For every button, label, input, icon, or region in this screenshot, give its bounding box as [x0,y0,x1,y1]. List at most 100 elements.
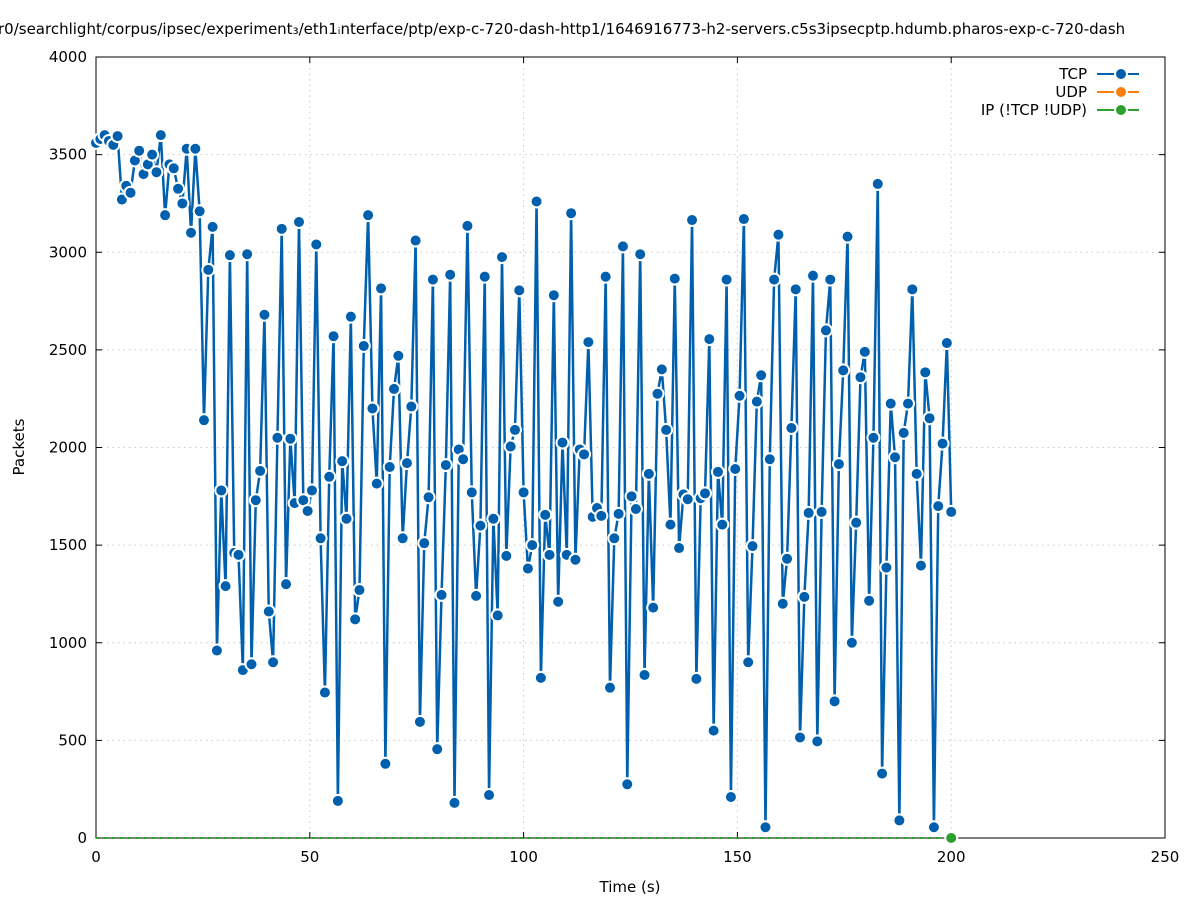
tcp-data-point [279,577,294,592]
tcp-data-point [581,335,596,350]
tcp-data-point [417,536,432,551]
tcp-data-point [611,506,626,521]
tcp-data-point [749,394,764,409]
tcp-data-point [551,594,566,609]
y-tick-label: 3500 [49,146,87,164]
tcp-data-point [348,612,363,627]
tcp-data-point [710,464,725,479]
tcp-data-point [736,212,751,227]
tcp-data-point [175,196,190,211]
tcp-data-point [896,425,911,440]
tcp-data-point [477,269,492,284]
x-tick-label: 250 [1151,848,1180,866]
tcp-data-point [680,492,695,507]
tcp-data-point [395,531,410,546]
tcp-data-point [391,348,406,363]
tcp-data-point [283,431,298,446]
tcp-data-point [862,593,877,608]
tcp-data-point [201,262,216,277]
tcp-data-point [762,452,777,467]
tcp-data-point [425,272,440,287]
tcp-data-point [538,507,553,522]
ip-data-point [944,831,959,845]
legend-label: UDP [1055,83,1087,101]
tcp-data-point [732,388,747,403]
tcp-data-point [473,518,488,533]
tcp-data-point [723,789,738,804]
tcp-data-point [866,430,881,445]
tcp-data-point [888,450,903,465]
tcp-data-point [205,219,220,234]
legend-label: IP (!TCP !UDP) [981,101,1087,119]
tcp-data-point [503,439,518,454]
tcp-data-point [641,466,656,481]
tcp-data-point [728,461,743,476]
tcp-data-point [438,458,453,473]
tcp-data-point [628,502,643,517]
tcp-data-point [443,267,458,282]
tcp-data-point [512,283,527,298]
tcp-data-point [577,447,592,462]
tcp-data-point [132,143,147,158]
y-tick-label: 3000 [49,243,87,261]
tcp-data-point [339,511,354,526]
tcp-data-point [879,560,894,575]
tcp-data-point [378,756,393,771]
tcp-data-point [918,365,933,380]
tcp-data-point [222,248,237,263]
tcp-data-point [797,589,812,604]
tcp-data-point [814,504,829,519]
tcp-data-point [758,820,773,835]
tcp-data-point [171,181,186,196]
tcp-data-point [594,508,609,523]
tcp-data-point [158,208,173,223]
tcp-data-point [274,221,289,236]
tcp-data-point [637,667,652,682]
tcp-data-point [801,505,816,520]
tcp-data-point [343,309,358,324]
x-tick-label: 200 [937,848,966,866]
tcp-data-point [214,483,229,498]
tcp-data-point [292,214,307,229]
tcp-data-point [266,655,281,670]
tcp-data-point [853,370,868,385]
tcp-data-point [110,129,125,144]
tcp-data-point [516,485,531,500]
tcp-data-point [706,723,721,738]
tcp-data-point [646,600,661,615]
tcp-data-point [218,579,233,594]
tcp-data-point [857,344,872,359]
tcp-data-point [196,413,211,428]
tcp-data-point [870,176,885,191]
tcp-data-point [805,268,820,283]
tcp-data-point [374,281,389,296]
tcp-data-point [836,363,851,378]
tcp-data-point [469,588,484,603]
tcp-data-point [780,551,795,566]
tcp-data-point [361,208,376,223]
tcp-data-point [240,247,255,262]
tcp-data-point [939,336,954,351]
grid [96,57,1165,838]
chart-title: r0/searchlight/corpus/ipsec/experiment₃/… [0,20,1125,38]
tcp-data-point [715,517,730,532]
tcp-data-point [153,128,168,143]
x-axis-label: Time (s) [599,878,661,896]
tcp-data-point [935,436,950,451]
tcp-data-point [412,714,427,729]
tcp-data-point [901,396,916,411]
tcp-data-point [607,531,622,546]
tcp-data-point [831,457,846,472]
tcp-data-point [434,587,449,602]
tcp-data-point [827,694,842,709]
tcp-data-point [944,504,959,519]
tcp-data-point [495,250,510,265]
tcp-data-point [883,396,898,411]
tcp-data-point [145,147,160,162]
tcp-data-point [568,552,583,567]
tcp-data-point [818,323,833,338]
legend-marker [1114,67,1128,81]
tcp-data-point [529,194,544,209]
tcp-data-point [844,635,859,650]
tcp-data-point [775,596,790,611]
